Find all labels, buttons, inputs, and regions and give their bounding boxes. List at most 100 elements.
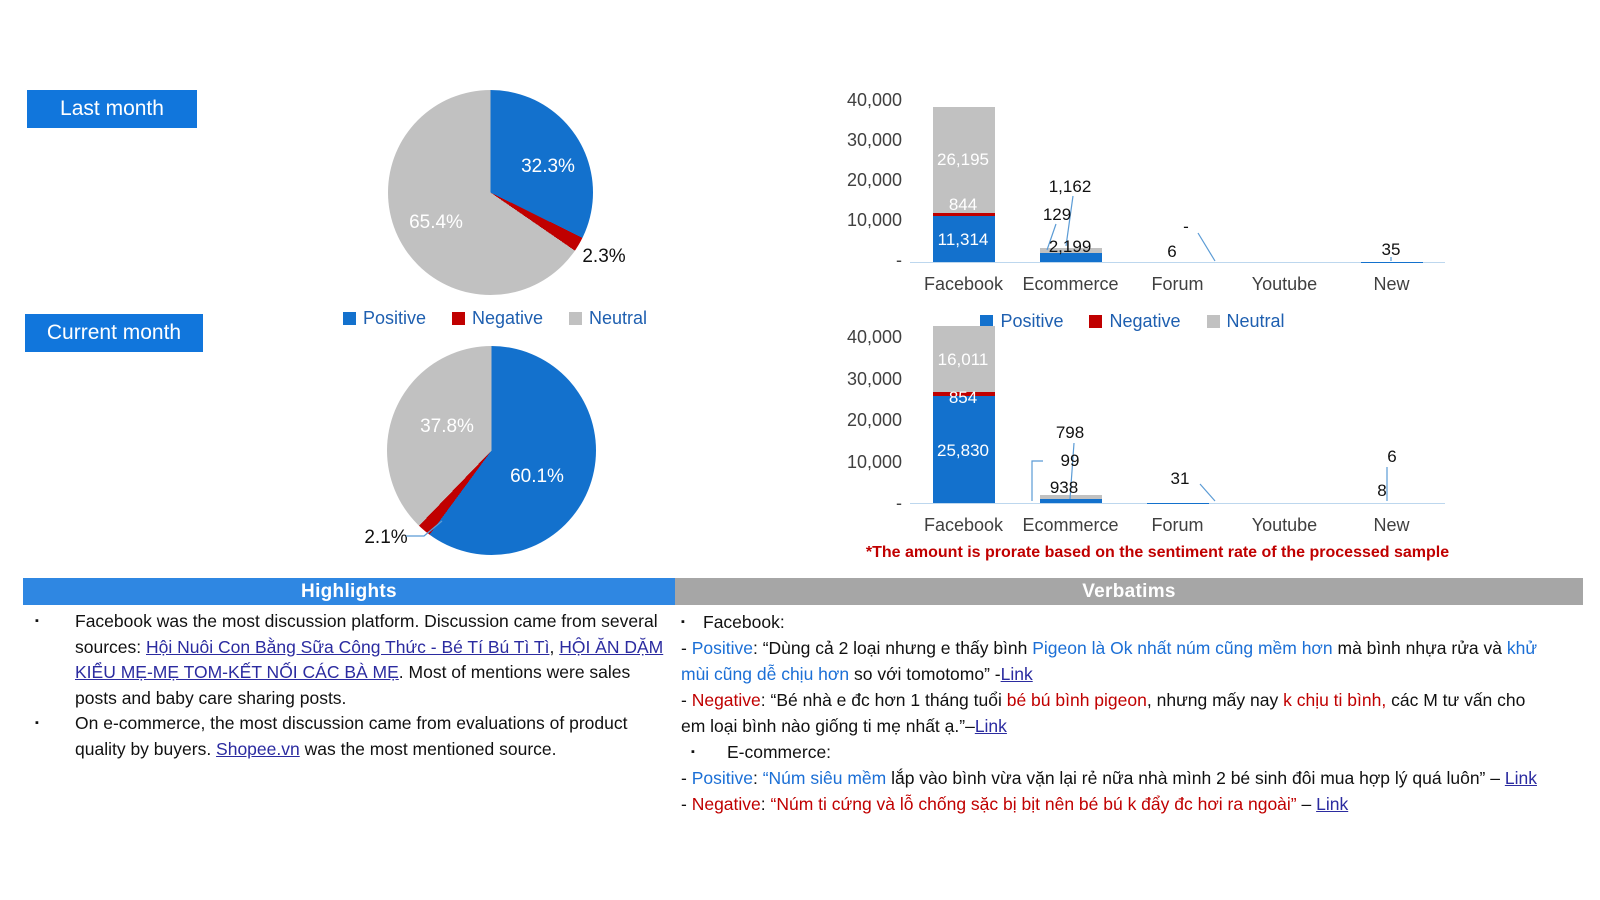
last-month-label: Last month	[27, 90, 197, 128]
bar-slot-forum	[1124, 100, 1231, 262]
bar-label-facebook-neutral: 16,011	[937, 350, 989, 369]
sentiment-legend-bars: Positive Negative Neutral	[960, 311, 1305, 332]
current-month-label-text: Current month	[46, 321, 182, 344]
text-segment: Facebook was the most discussion platfor…	[75, 611, 658, 657]
x-axis-category-youtube: Youtube	[1251, 515, 1318, 535]
text-segment: Negative	[691, 690, 761, 710]
bar-segment-positive	[1039, 499, 1102, 503]
legend-swatch-icon	[342, 312, 356, 325]
bar-slot-forum	[1124, 337, 1231, 503]
x-axis-category-facebook: Facebook	[923, 515, 1004, 535]
text-segment: , nhưng mấy nay	[1146, 690, 1284, 710]
text-segment: “Núm ti cứng và lỗ chống sặc bị bịt nên …	[770, 794, 1297, 814]
plot-area	[910, 325, 1445, 504]
verbatim-quote: - Positive: “Núm siêu mềm lắp vào bình v…	[681, 765, 1539, 791]
legend-swatch-icon	[1206, 315, 1220, 328]
bar-label-facebook-negative: 854	[948, 388, 978, 407]
y-axis-tick: 10,000	[846, 451, 902, 472]
bar-label-forum: 31	[1170, 469, 1190, 488]
x-axis-category-facebook: Facebook	[923, 274, 1004, 294]
inline-link[interactable]: Link	[1000, 664, 1033, 684]
legend-item-neutral: Neutral	[1206, 311, 1285, 332]
verbatims-panel: ▪ Facebook: - Positive : “Dùng cả 2 loại …	[681, 609, 1539, 817]
bar-segment-negative	[932, 212, 995, 217]
legend-item-positive: Positive	[980, 311, 1063, 332]
last-month-label-text: Last month	[60, 97, 164, 120]
verbatim-quote: - Negative: “Núm ti cứng và lỗ chống sặc…	[681, 791, 1539, 817]
bar-segment-negative	[1039, 252, 1102, 254]
text-segment: :	[752, 768, 763, 788]
text-segment: Positive	[691, 768, 753, 788]
inline-link[interactable]: Link	[1504, 768, 1537, 788]
legend-swatch-icon	[451, 312, 465, 325]
pie-chart-current-month: 37.8% 60.1%	[387, 346, 596, 555]
bar-label-new-bottom: 8	[1377, 481, 1387, 500]
text-segment: On e-commerce, the most discussion came …	[75, 713, 628, 759]
text-segment: ,	[549, 636, 560, 657]
stacked-bar-ecommerce	[1039, 247, 1102, 262]
pie-chart-last-month: 32.3% 65.4%	[388, 90, 593, 295]
pie-label-positive: 60.1%	[510, 466, 564, 487]
bar-segment-negative	[932, 392, 995, 396]
highlights-bullet: ▪ Facebook was the most discussion platf…	[27, 609, 675, 711]
bar-label-ecommerce-positive: 938	[1049, 478, 1079, 497]
bullet-square-icon: ▪	[691, 746, 695, 758]
y-axis-tick: 10,000	[846, 210, 902, 230]
inline-link[interactable]: Shopee.vn	[216, 738, 300, 759]
bar-label-ecommerce-neutral: 1,162	[1048, 177, 1092, 196]
text-segment: E-commerce:	[727, 742, 832, 762]
text-segment: -	[681, 690, 692, 710]
bar-segment-neutral	[932, 106, 995, 213]
x-axis-categories: Facebook Ecommerce Forum Youtube New	[910, 515, 1445, 536]
bar-label-forum-positive: 6	[1167, 242, 1177, 261]
stacked-bar-facebook	[932, 106, 995, 262]
bar-segment-positive	[1039, 253, 1102, 262]
text-segment: was the most mentioned source.	[299, 738, 557, 759]
bar-label-new-top: 6	[1387, 447, 1397, 466]
verbatim-quote: - Negative: “Bé nhà e đc hơn 1 tháng tuổ…	[681, 687, 1539, 739]
verbatim-platform: ▪ Facebook:	[681, 609, 1539, 635]
verbatim-platform-text: Facebook:	[703, 609, 785, 635]
legend-item-neutral: Neutral	[569, 308, 647, 329]
legend-label: Negative	[1109, 311, 1181, 331]
pie-label-neutral: 65.4%	[409, 212, 463, 233]
bullet-square-icon: ▪	[681, 616, 685, 628]
verbatim-platform: ▪ E-commerce:	[681, 739, 1539, 765]
text-segment: -	[681, 638, 692, 658]
stacked-bar-facebook	[932, 325, 995, 503]
bar-label-facebook-positive: 11,314	[937, 230, 989, 249]
inline-link[interactable]: Link	[974, 716, 1007, 736]
pie-label-positive: 32.3%	[521, 156, 575, 177]
highlights-header-text: Highlights	[301, 580, 397, 602]
text-segment: . Most of mentions were sales posts and …	[75, 662, 631, 708]
text-segment: :	[760, 794, 771, 814]
text-segment: bé bú bình pigeon	[1006, 690, 1147, 710]
text-segment: lắp vào bình vừa vặn lại rẻ nữa nhà mình…	[886, 768, 1505, 788]
y-axis: 40,000 30,000 20,000 10,000 -	[830, 325, 902, 515]
legend-swatch-icon	[569, 312, 583, 325]
legend-item-negative: Negative	[1089, 311, 1181, 332]
legend-swatch-icon	[1089, 315, 1103, 328]
x-axis-category-forum: Forum	[1151, 274, 1204, 294]
inline-link[interactable]: Hội Nuôi Con Bằng Sữa Công Thức - Bé Tí …	[146, 636, 550, 657]
bar-slot-facebook	[910, 325, 1017, 503]
y-axis-tick: 40,000	[846, 90, 902, 110]
pie-label-negative: 2.1%	[364, 527, 408, 548]
sentiment-legend-pie: Positive Negative Neutral	[330, 308, 660, 329]
highlights-bullet: ▪ On e-commerce, the most discussion cam…	[27, 711, 675, 762]
inline-link[interactable]: HỘI ĂN DẶM KIỂU MẸ-MẸ TOM-KẾT NỐI CÁC BÀ…	[75, 636, 664, 683]
bar-label-facebook-neutral: 26,195	[937, 150, 989, 169]
legend-label: Negative	[471, 308, 544, 328]
bar-segment-neutral	[932, 325, 995, 393]
legend-label: Positive	[1000, 311, 1064, 331]
inline-link[interactable]: Link	[1316, 794, 1349, 814]
x-axis-category-new: New	[1373, 274, 1410, 294]
y-axis-tick: -	[896, 493, 902, 513]
y-axis-tick: 20,000	[846, 410, 902, 430]
bullet-square-icon: ▪	[35, 615, 39, 627]
text-segment: : “Dùng cả 2 loại nhưng e thấy bình	[752, 638, 1033, 658]
bar-label-ecommerce-positive: 2,199	[1048, 237, 1092, 256]
bar-slot-new	[1338, 100, 1445, 262]
text-segment: mà bình nhựa rửa và	[1332, 638, 1507, 658]
highlights-bullet-text: On e-commerce, the most discussion came …	[75, 711, 675, 762]
